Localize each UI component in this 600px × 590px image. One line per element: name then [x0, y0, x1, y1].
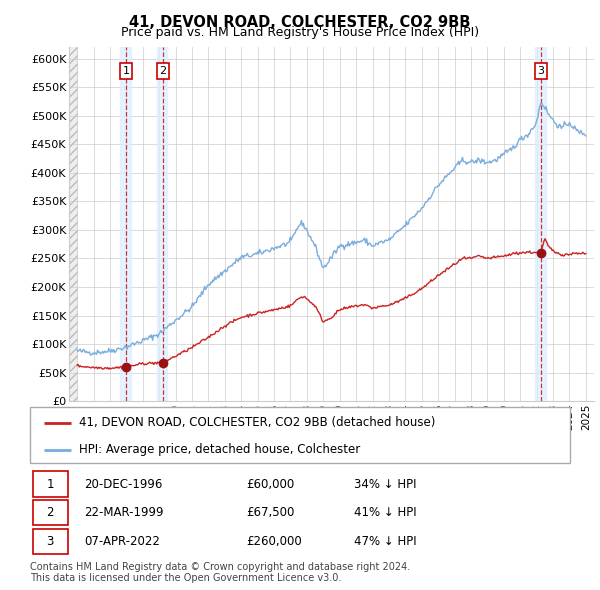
- Text: 22-MAR-1999: 22-MAR-1999: [84, 506, 163, 519]
- Bar: [33, 471, 68, 497]
- Text: £67,500: £67,500: [246, 506, 295, 519]
- Text: 1: 1: [122, 66, 130, 76]
- Text: 34% ↓ HPI: 34% ↓ HPI: [354, 477, 416, 490]
- Text: 41, DEVON ROAD, COLCHESTER, CO2 9BB (detached house): 41, DEVON ROAD, COLCHESTER, CO2 9BB (det…: [79, 417, 435, 430]
- Bar: [157, 47, 167, 401]
- Bar: [69, 30, 78, 401]
- Text: £260,000: £260,000: [246, 535, 302, 548]
- Bar: [33, 500, 68, 525]
- Text: 07-APR-2022: 07-APR-2022: [84, 535, 160, 548]
- Bar: [120, 47, 131, 401]
- Bar: [33, 529, 68, 554]
- Text: 3: 3: [47, 535, 54, 548]
- Text: HPI: Average price, detached house, Colchester: HPI: Average price, detached house, Colc…: [79, 443, 360, 456]
- Text: 47% ↓ HPI: 47% ↓ HPI: [354, 535, 416, 548]
- Text: 2: 2: [159, 66, 166, 76]
- Text: This data is licensed under the Open Government Licence v3.0.: This data is licensed under the Open Gov…: [30, 573, 341, 584]
- Text: 2: 2: [47, 506, 54, 519]
- Text: Price paid vs. HM Land Registry's House Price Index (HPI): Price paid vs. HM Land Registry's House …: [121, 26, 479, 39]
- Text: £60,000: £60,000: [246, 477, 294, 490]
- Text: 20-DEC-1996: 20-DEC-1996: [84, 477, 163, 490]
- Text: 1: 1: [47, 477, 54, 490]
- Text: Contains HM Land Registry data © Crown copyright and database right 2024.: Contains HM Land Registry data © Crown c…: [30, 562, 410, 572]
- Text: 41, DEVON ROAD, COLCHESTER, CO2 9BB: 41, DEVON ROAD, COLCHESTER, CO2 9BB: [130, 15, 470, 30]
- Bar: [535, 47, 547, 401]
- Text: 41% ↓ HPI: 41% ↓ HPI: [354, 506, 416, 519]
- Text: 3: 3: [538, 66, 544, 76]
